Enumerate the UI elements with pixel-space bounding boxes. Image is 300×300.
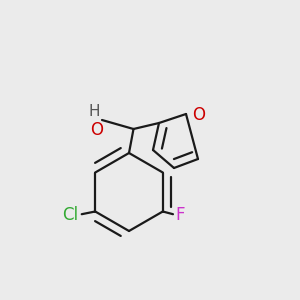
Text: F: F	[176, 206, 185, 224]
Text: O: O	[193, 106, 206, 124]
Text: O: O	[90, 121, 103, 139]
Text: H: H	[89, 103, 100, 118]
Text: Cl: Cl	[63, 206, 79, 224]
